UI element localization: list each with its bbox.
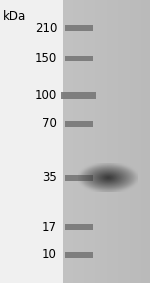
Bar (61, 92, 96, 99)
Text: 150: 150 (35, 52, 57, 65)
Text: 10: 10 (42, 248, 57, 261)
Text: 210: 210 (35, 22, 57, 35)
Bar (64, 252, 93, 258)
Bar (0, 0, 63, 283)
Bar (64, 224, 93, 230)
Text: 70: 70 (42, 117, 57, 130)
Bar (64, 56, 93, 61)
Text: 100: 100 (35, 89, 57, 102)
Text: 35: 35 (42, 171, 57, 184)
Text: 17: 17 (42, 221, 57, 234)
Bar (64, 25, 93, 31)
Text: kDa: kDa (3, 10, 26, 23)
Bar (64, 121, 93, 127)
Bar (64, 175, 93, 181)
